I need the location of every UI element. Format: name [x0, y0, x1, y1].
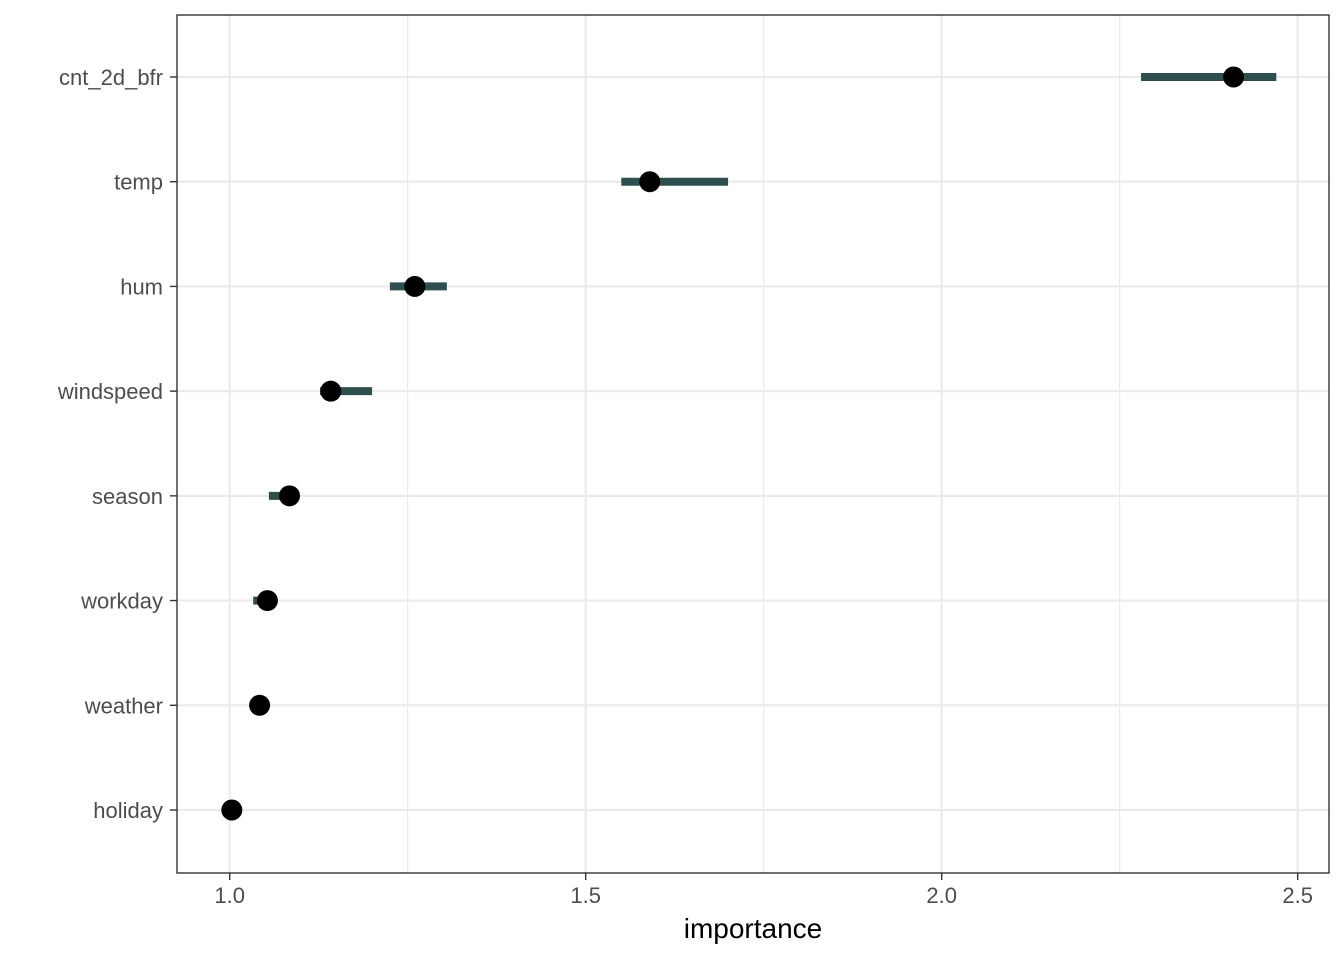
y-tick-label-temp: temp [114, 170, 163, 195]
point-windspeed [320, 380, 342, 402]
grid [177, 15, 1329, 873]
point-workday [256, 590, 278, 612]
point-holiday [221, 799, 243, 821]
y-tick-label-season: season [92, 484, 163, 509]
y-tick-label-workday: workday [80, 589, 163, 614]
point-cnt_2d_bfr [1223, 66, 1245, 88]
y-tick-label-holiday: holiday [93, 798, 163, 823]
data-marks [221, 66, 1277, 821]
y-tick-label-cnt_2d_bfr: cnt_2d_bfr [59, 65, 163, 90]
point-temp [639, 171, 661, 193]
point-weather [249, 694, 271, 716]
point-hum [404, 275, 426, 297]
x-tick-label: 1.5 [570, 883, 601, 908]
y-tick-label-weather: weather [84, 693, 163, 718]
y-tick-label-windspeed: windspeed [57, 379, 163, 404]
point-season [278, 485, 300, 507]
panel-border [176, 14, 1330, 874]
x-tick-label: 2.5 [1282, 883, 1313, 908]
x-axis-title: importance [684, 913, 823, 944]
y-tick-label-hum: hum [120, 274, 163, 299]
x-tick-label: 1.0 [214, 883, 245, 908]
x-tick-label: 2.0 [926, 883, 957, 908]
